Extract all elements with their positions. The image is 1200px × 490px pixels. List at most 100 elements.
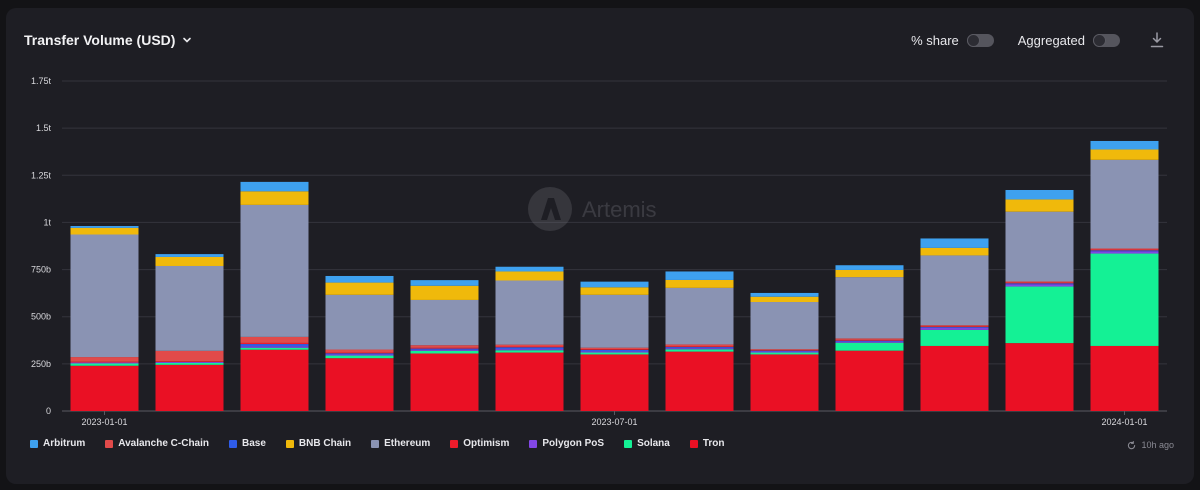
watermark: Artemis bbox=[528, 187, 657, 231]
bar-segment bbox=[325, 275, 394, 283]
bar-segment bbox=[1005, 284, 1074, 287]
bar-segment bbox=[155, 254, 224, 257]
legend-item[interactable]: Solana bbox=[624, 438, 670, 449]
bar-segment bbox=[410, 353, 479, 411]
bar-segment bbox=[155, 265, 224, 351]
bar-segment bbox=[155, 256, 224, 266]
bar-segment bbox=[240, 342, 309, 345]
bar-segment bbox=[495, 344, 564, 347]
chevron-down-icon bbox=[183, 37, 192, 43]
bar-segment bbox=[325, 354, 394, 356]
legend-label: Avalanche C-Chain bbox=[118, 438, 209, 449]
share-toggle[interactable] bbox=[966, 33, 994, 47]
bar-segment bbox=[920, 247, 989, 256]
legend-item[interactable]: Arbitrum bbox=[30, 438, 85, 449]
aggregated-control: Aggregated bbox=[1018, 33, 1120, 48]
bar-segment bbox=[325, 355, 394, 359]
bar-segment bbox=[155, 362, 224, 365]
bar-segment bbox=[240, 181, 309, 192]
bar-segment bbox=[70, 227, 139, 235]
bar-segment bbox=[240, 349, 309, 411]
legend-item[interactable]: Optimism bbox=[450, 438, 509, 449]
bar-segment bbox=[580, 352, 649, 355]
legend-swatch bbox=[689, 439, 698, 448]
download-icon[interactable] bbox=[1150, 32, 1164, 48]
legend-item[interactable]: BNB Chain bbox=[285, 438, 352, 449]
bar-segment bbox=[835, 277, 904, 339]
bar-segment bbox=[410, 280, 479, 286]
bar-segment bbox=[665, 271, 734, 280]
bar-segment bbox=[580, 281, 649, 288]
legend-item[interactable]: Polygon PoS bbox=[529, 438, 604, 449]
bar-segment bbox=[750, 350, 819, 351]
artemis-logo-mark bbox=[541, 198, 561, 220]
bar-segment bbox=[580, 349, 649, 350]
bar-segment bbox=[240, 336, 309, 343]
artemis-logo-icon bbox=[528, 187, 572, 231]
bar-segment bbox=[920, 325, 989, 327]
bar-segment bbox=[920, 328, 989, 330]
bar-segment bbox=[920, 255, 989, 326]
bar-segment bbox=[495, 271, 564, 281]
aggregated-label: Aggregated bbox=[1017, 32, 1085, 48]
bar-segment bbox=[835, 339, 904, 341]
bar-segment bbox=[665, 279, 734, 288]
bar-segment bbox=[750, 302, 819, 350]
legend-label: Base bbox=[242, 438, 266, 449]
legend-swatch bbox=[624, 439, 633, 448]
legend-label: BNB Chain bbox=[298, 438, 352, 449]
bar-segment bbox=[1005, 286, 1074, 344]
chart-controls: % share Aggregated bbox=[897, 32, 1164, 48]
bar-segment bbox=[410, 345, 479, 348]
bar-segment bbox=[750, 354, 819, 411]
bar-segment bbox=[1005, 282, 1074, 284]
bar-segment bbox=[1005, 199, 1074, 212]
legend-item[interactable]: Ethereum bbox=[371, 438, 430, 449]
bar-segment bbox=[920, 238, 989, 248]
bar-segment bbox=[325, 358, 394, 411]
bar-segment bbox=[1090, 159, 1159, 249]
bar-segment bbox=[70, 226, 139, 228]
bar-segment bbox=[580, 349, 649, 352]
y-tick-label: 0 bbox=[46, 406, 51, 416]
y-tick-label: 1.25t bbox=[31, 170, 52, 180]
bar-segment bbox=[70, 357, 139, 362]
bar-segment bbox=[750, 296, 819, 303]
legend: Arbitrum Avalanche C-Chain Base BNB Chain Et… bbox=[30, 438, 725, 449]
updated-text: 10h ago bbox=[1141, 440, 1174, 450]
legend-item[interactable]: Tron bbox=[689, 438, 725, 449]
bar-segment bbox=[1005, 343, 1074, 411]
bar-segment bbox=[750, 352, 819, 355]
legend-item[interactable]: Avalanche C-Chain bbox=[105, 438, 209, 449]
bar-segment bbox=[1090, 251, 1159, 254]
bar-segment bbox=[750, 350, 819, 352]
bar-segment bbox=[155, 350, 224, 362]
bar-segment bbox=[665, 349, 734, 352]
bar-segment bbox=[410, 285, 479, 300]
legend-label: Polygon PoS bbox=[542, 438, 605, 449]
y-tick-label: 500b bbox=[31, 312, 51, 322]
metric-selector[interactable]: Transfer Volume (USD) bbox=[24, 32, 193, 48]
y-tick-label: 1t bbox=[43, 217, 51, 227]
y-tick-label: 250b bbox=[31, 359, 51, 369]
bar-segment bbox=[240, 346, 309, 348]
legend-label: Arbitrum bbox=[43, 438, 86, 449]
bar-segment bbox=[665, 346, 734, 348]
legend-item[interactable]: Base bbox=[229, 438, 266, 449]
bar-segment bbox=[495, 352, 564, 411]
legend-swatch bbox=[371, 439, 380, 448]
bar-segment bbox=[240, 347, 309, 350]
aggregated-toggle[interactable] bbox=[1093, 33, 1120, 47]
bar-segment bbox=[665, 347, 734, 349]
bar-segment bbox=[1090, 249, 1159, 251]
x-axis: 2023-01-01 2023-07-01 2024-01-01 bbox=[81, 411, 1148, 427]
bar-segment bbox=[325, 352, 394, 354]
bar-segment bbox=[665, 287, 734, 345]
legend-swatch bbox=[529, 439, 538, 448]
bar-segment bbox=[1005, 211, 1074, 282]
bar-segment bbox=[325, 282, 394, 295]
bar-segment bbox=[835, 269, 904, 278]
bar-segment bbox=[70, 234, 139, 358]
bar-segment bbox=[70, 363, 139, 366]
x-tick-label: 2024-01-01 bbox=[1101, 417, 1147, 427]
